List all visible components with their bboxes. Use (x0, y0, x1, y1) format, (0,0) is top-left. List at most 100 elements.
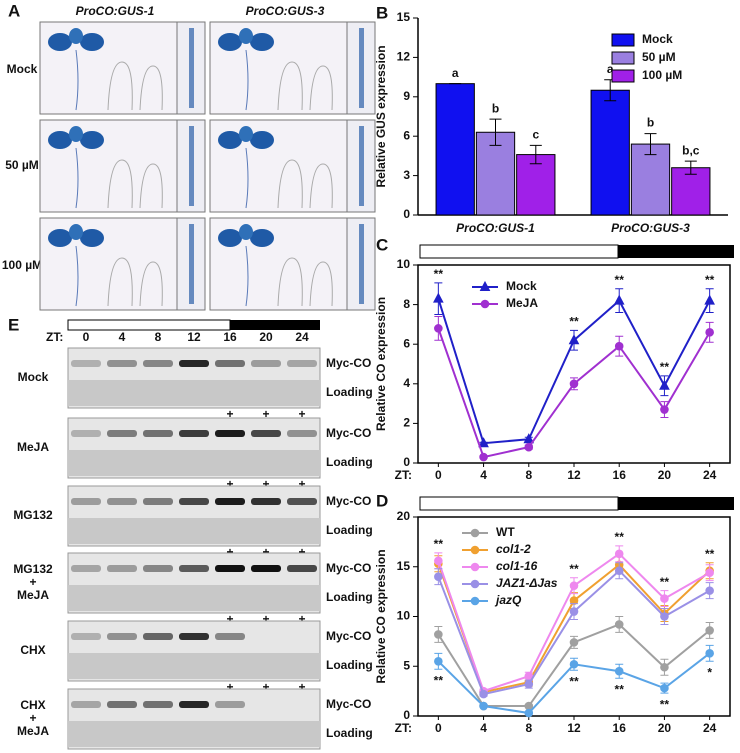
dark-period (618, 497, 734, 510)
point (569, 379, 579, 389)
y-tick-label: 3 (403, 168, 410, 182)
plot-frame (417, 264, 731, 464)
root (277, 159, 303, 209)
x-tick-label: 16 (613, 468, 627, 482)
x-axis-label: ZT: (395, 721, 412, 735)
root (309, 65, 333, 111)
zt-tick-label: 16 (223, 330, 237, 344)
point (524, 442, 534, 452)
point (569, 659, 579, 669)
band (287, 565, 317, 572)
data-label: b (492, 101, 499, 115)
point (434, 656, 443, 666)
leaf (80, 131, 104, 149)
band (143, 430, 173, 437)
loading-label: Loading (326, 726, 373, 740)
root (107, 61, 133, 111)
y-tick-label: 20 (397, 509, 411, 523)
band (143, 565, 173, 572)
zt-tick-label: 8 (155, 330, 162, 344)
x-tick-label: 12 (567, 468, 581, 482)
legend-swatch (611, 51, 635, 65)
root (277, 257, 303, 307)
light-period (419, 244, 619, 259)
point (660, 662, 669, 672)
band (179, 701, 209, 708)
band (143, 360, 173, 367)
significance: ** (615, 682, 625, 696)
legend-label: MeJA (506, 296, 538, 310)
y-tick-label: 8 (403, 297, 410, 311)
leaf (80, 229, 104, 247)
band (215, 498, 245, 505)
x-tick-label: 20 (658, 468, 672, 482)
data-label: c (532, 128, 539, 142)
row-label: + (29, 711, 36, 725)
y-tick-label: 12 (397, 50, 411, 64)
point (470, 579, 480, 589)
plus-sign: + (298, 545, 305, 559)
y-axis-label: Relative CO expression (374, 297, 388, 431)
significance: ** (660, 360, 670, 374)
plus-sign: + (226, 545, 233, 559)
y-tick-label: 15 (397, 10, 411, 24)
x-tick-label: 24 (703, 468, 717, 482)
legend-label: 50 µM (642, 50, 676, 64)
point (568, 334, 580, 345)
row-label: CHX (20, 698, 45, 712)
root (107, 159, 133, 209)
leaf (69, 28, 83, 44)
point (705, 626, 714, 635)
point (434, 630, 443, 639)
western-blots: ZT: 0 4 8 12 16 20 24 Myc-CO Loading Mock + + + Myc-CO… (13, 330, 373, 750)
column-label: ProCO:GUS-3 (246, 4, 325, 18)
significance: ** (569, 315, 579, 329)
y-tick-label: 10 (397, 609, 411, 623)
panel-label: D (376, 491, 388, 510)
band (107, 633, 137, 640)
zt-tick-label: 0 (83, 330, 90, 344)
legend-label: jazQ (494, 593, 522, 607)
error-bar (644, 133, 657, 156)
band (71, 633, 101, 640)
root (309, 261, 333, 307)
plus-sign: + (262, 545, 269, 559)
significance: ** (569, 674, 579, 688)
band (251, 360, 281, 367)
loading-label: Loading (326, 385, 373, 399)
seedling-images (39, 21, 376, 311)
leaf (218, 229, 242, 247)
zt-tick-label: 4 (119, 330, 126, 344)
panel-label: A (8, 1, 20, 20)
point (705, 328, 714, 337)
x-tick-label: ProCO:GUS-1 (456, 221, 535, 235)
x-tick-label: 20 (658, 721, 672, 735)
loading-strip (68, 450, 320, 476)
root (277, 61, 303, 111)
significance: ** (434, 267, 444, 281)
leaf (250, 229, 274, 247)
band (179, 360, 209, 367)
band (107, 565, 137, 572)
data-label: b,c (682, 143, 700, 157)
legend-label: WT (496, 525, 515, 539)
x-tick-label: 24 (703, 721, 717, 735)
x-axis-label: ZT: (395, 468, 412, 482)
significance: ** (434, 673, 444, 687)
leaf (218, 33, 242, 51)
significance: ** (615, 530, 625, 544)
band (251, 430, 281, 437)
point (479, 701, 488, 711)
leaf (239, 126, 253, 142)
row-label: Mock (18, 370, 49, 384)
zt-label: ZT: (46, 330, 63, 344)
loading-strip (68, 380, 320, 406)
plus-sign: + (226, 407, 233, 421)
zt-tick-label: 20 (259, 330, 273, 344)
band (179, 565, 209, 572)
y-tick-label: 0 (403, 207, 410, 221)
band-label: Myc-CO (326, 356, 371, 370)
significance: * (707, 665, 712, 679)
point (614, 666, 624, 676)
bar (590, 89, 630, 216)
